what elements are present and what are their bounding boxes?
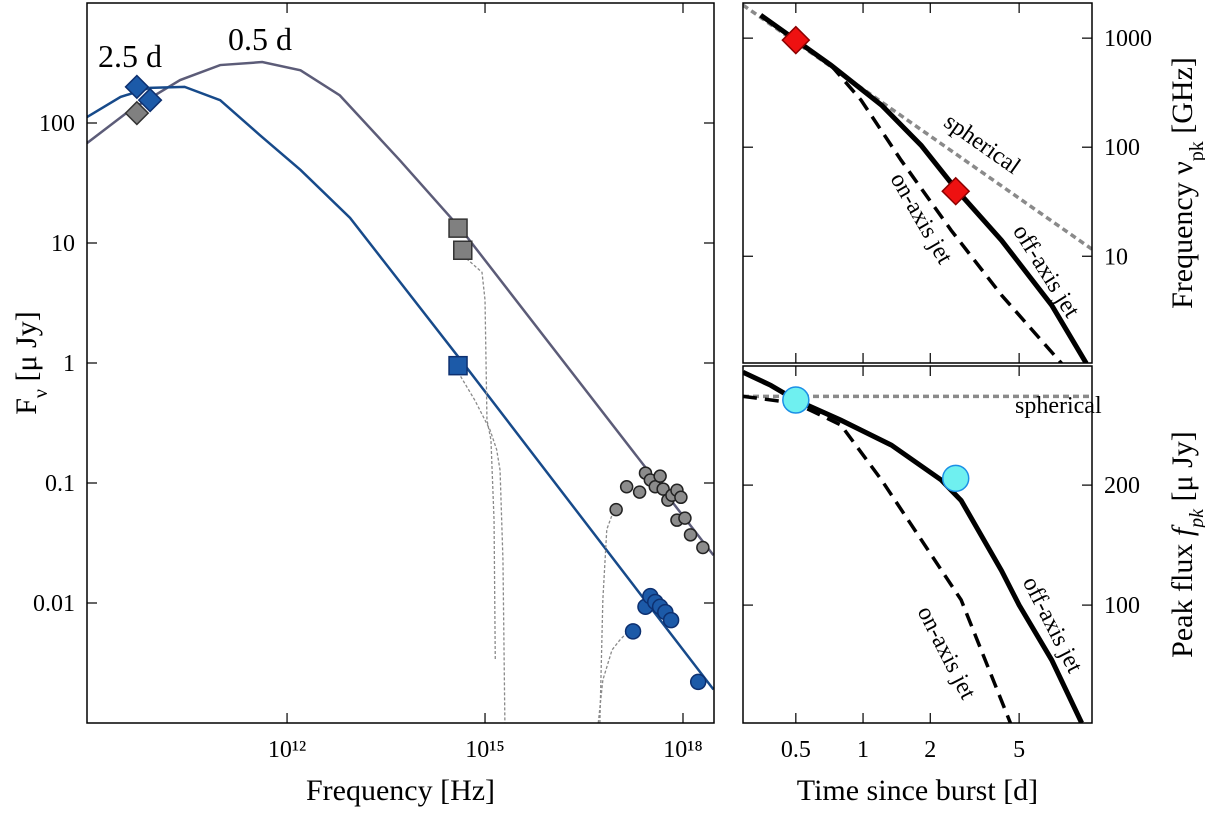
- point: [678, 511, 692, 525]
- plot-area: [87, 60, 714, 723]
- x-tick-label: 10¹⁵: [465, 737, 505, 763]
- y-tick-label: 200: [1104, 473, 1140, 499]
- y-tick-label: 100: [1104, 135, 1140, 161]
- point: [609, 502, 623, 517]
- x-tick-label: 1: [857, 737, 869, 763]
- point: [782, 386, 810, 414]
- axis-label: Frequency [Hz]: [306, 774, 495, 807]
- y-tick-label: 1000: [1104, 26, 1152, 52]
- plot-area: [743, 3, 1092, 363]
- axis-label-part: Frequency [Hz]: [306, 774, 495, 807]
- axis-label-part: [μ Jy]: [10, 311, 43, 389]
- annotation: spherical: [939, 109, 1025, 180]
- point: [453, 240, 473, 261]
- point: [781, 25, 811, 55]
- x-tick-label: 10¹⁸: [663, 737, 703, 763]
- point: [624, 623, 642, 640]
- axis-label-part: ν: [30, 389, 52, 398]
- x-tick-label: 0.5: [781, 737, 811, 763]
- axis-label-part: [GHz]: [1166, 57, 1199, 141]
- line-solid: [87, 60, 714, 557]
- y-tick-label: 0.01: [33, 591, 75, 617]
- axis-label-part: Frequency ν: [1166, 161, 1199, 309]
- point: [124, 74, 150, 100]
- axis-label: Time since burst [d]: [797, 774, 1038, 807]
- axis-label-part: pk: [1186, 141, 1205, 161]
- point: [619, 480, 634, 494]
- y-tick-label: 100: [39, 111, 75, 137]
- point: [696, 540, 710, 555]
- annotation: 0.5 d: [228, 21, 292, 57]
- frame: [86, 2, 715, 724]
- point: [941, 176, 971, 206]
- x-tick-label: 2: [924, 737, 936, 763]
- axis-label: Frequency νpk [GHz]: [1166, 57, 1205, 309]
- point: [448, 218, 468, 238]
- axis-label-part: Time since burst [d]: [797, 774, 1038, 807]
- point: [689, 673, 707, 691]
- plot-area: [743, 369, 1092, 723]
- line-thin-dashed: [599, 514, 613, 723]
- point: [941, 464, 970, 493]
- annotation: spherical: [1015, 393, 1102, 419]
- annotation: on-axis jet: [885, 168, 958, 268]
- line-thin-dashed: [597, 629, 631, 723]
- point: [137, 87, 163, 113]
- annotation: on-axis jet: [912, 602, 981, 704]
- y-tick-label: 0.1: [45, 471, 75, 497]
- y-tick-label: 10: [51, 231, 75, 257]
- line-thin-dashed: [457, 371, 506, 723]
- x-tick-label: 10¹²: [268, 737, 306, 763]
- frame: [742, 2, 1093, 364]
- point: [662, 611, 680, 629]
- y-tick-label: 1: [63, 351, 75, 377]
- frame: [742, 365, 1093, 724]
- point: [683, 528, 698, 542]
- line-thick: [743, 369, 1084, 723]
- axis-label: Fν [μ Jy]: [10, 311, 52, 414]
- axis-label: Peak flux fpk [μ Jy]: [1166, 431, 1205, 658]
- point: [674, 490, 688, 505]
- axis-label-part: Peak flux: [1166, 536, 1199, 658]
- point: [448, 355, 468, 376]
- axis-label-part: F: [10, 398, 43, 415]
- line-thick: [759, 13, 1089, 363]
- x-tick-label: 5: [1013, 737, 1025, 763]
- axis-label-part: [μ Jy]: [1166, 431, 1199, 509]
- line-solid: [87, 85, 714, 691]
- point: [653, 469, 667, 483]
- line-thin-dashed: [462, 254, 496, 660]
- y-tick-label: 10: [1104, 244, 1128, 270]
- point: [124, 100, 150, 126]
- y-tick-label: 100: [1104, 593, 1140, 619]
- annotation: 2.5 d: [98, 38, 162, 74]
- point: [632, 485, 647, 499]
- axis-label-part: pk: [1186, 508, 1205, 530]
- line-dashed: [829, 64, 1063, 363]
